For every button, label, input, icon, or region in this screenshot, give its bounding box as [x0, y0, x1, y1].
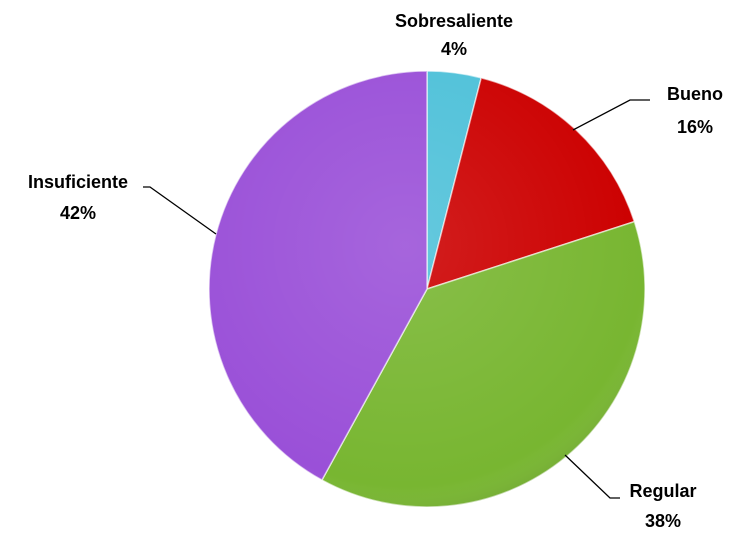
slice-value: 16%	[677, 117, 713, 137]
slice-value: 38%	[645, 511, 681, 531]
slice-label: Insuficiente	[28, 172, 128, 192]
leader-line	[564, 454, 620, 499]
slice-value: 4%	[441, 39, 467, 59]
slice-value: 42%	[60, 203, 96, 223]
leader-line	[143, 186, 217, 235]
slice-label: Regular	[629, 481, 696, 501]
slice-label: Sobresaliente	[395, 11, 513, 31]
slice-label: Bueno	[667, 84, 723, 104]
leader-line	[572, 99, 650, 131]
pie	[208, 70, 646, 508]
